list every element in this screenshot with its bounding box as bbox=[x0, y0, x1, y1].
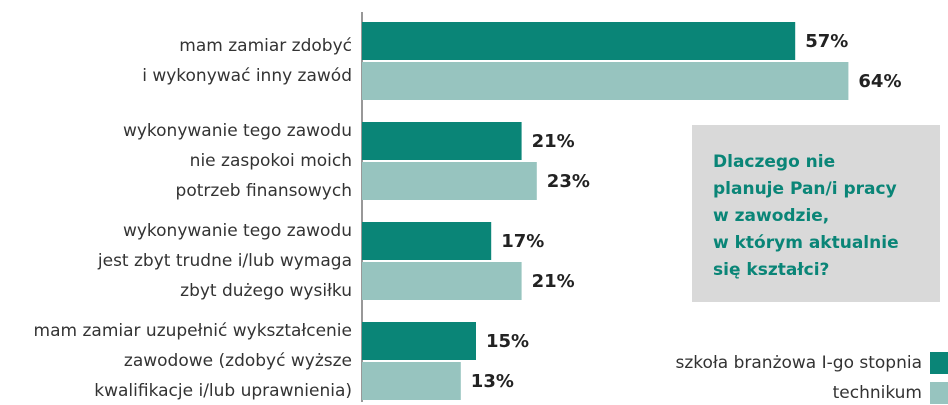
bar bbox=[362, 322, 476, 360]
legend-swatch bbox=[930, 352, 948, 374]
annotation-box bbox=[692, 125, 940, 302]
value-label: 21% bbox=[532, 131, 575, 152]
bar bbox=[362, 362, 461, 400]
value-label: 17% bbox=[501, 231, 544, 252]
annotation: w zawodzie, bbox=[713, 206, 829, 226]
bar bbox=[362, 262, 522, 300]
category-label: zbyt dużego wysiłku bbox=[180, 281, 352, 301]
annotation: się kształci? bbox=[713, 260, 829, 280]
value-label: 13% bbox=[471, 371, 514, 392]
annotation: planuje Pan/i pracy bbox=[713, 179, 897, 199]
bar bbox=[362, 222, 492, 260]
bar bbox=[362, 22, 796, 60]
annotation: w którym aktualnie bbox=[713, 233, 899, 253]
bar bbox=[362, 162, 537, 200]
category-label: wykonywanie tego zawodu bbox=[123, 221, 352, 241]
category-label: jest zbyt trudne i/lub wymaga bbox=[97, 251, 352, 271]
value-label: 57% bbox=[805, 31, 848, 52]
category-label: nie zaspokoi moich bbox=[190, 151, 352, 171]
value-label: 23% bbox=[547, 171, 590, 192]
category-label: mam zamiar uzupełnić wykształcenie bbox=[34, 321, 352, 341]
bar bbox=[362, 62, 849, 100]
category-label: kwalifikacje i/lub uprawnienia) bbox=[94, 381, 352, 401]
value-label: 21% bbox=[532, 271, 575, 292]
legend-label: szkoła branżowa I-go stopnia bbox=[676, 353, 922, 373]
value-label: 15% bbox=[486, 331, 529, 352]
value-label: 64% bbox=[858, 71, 901, 92]
legend-swatch bbox=[930, 382, 948, 404]
category-label: mam zamiar zdobyć bbox=[179, 36, 352, 56]
category-label: potrzeb finansowych bbox=[176, 181, 352, 201]
category-label: wykonywanie tego zawodu bbox=[123, 121, 352, 141]
legend-label: technikum bbox=[833, 383, 922, 403]
category-label: i wykonywać inny zawód bbox=[142, 66, 352, 86]
bar bbox=[362, 122, 522, 160]
annotation: Dlaczego nie bbox=[713, 152, 835, 172]
category-label: zawodowe (zdobyć wyższe bbox=[124, 351, 352, 371]
